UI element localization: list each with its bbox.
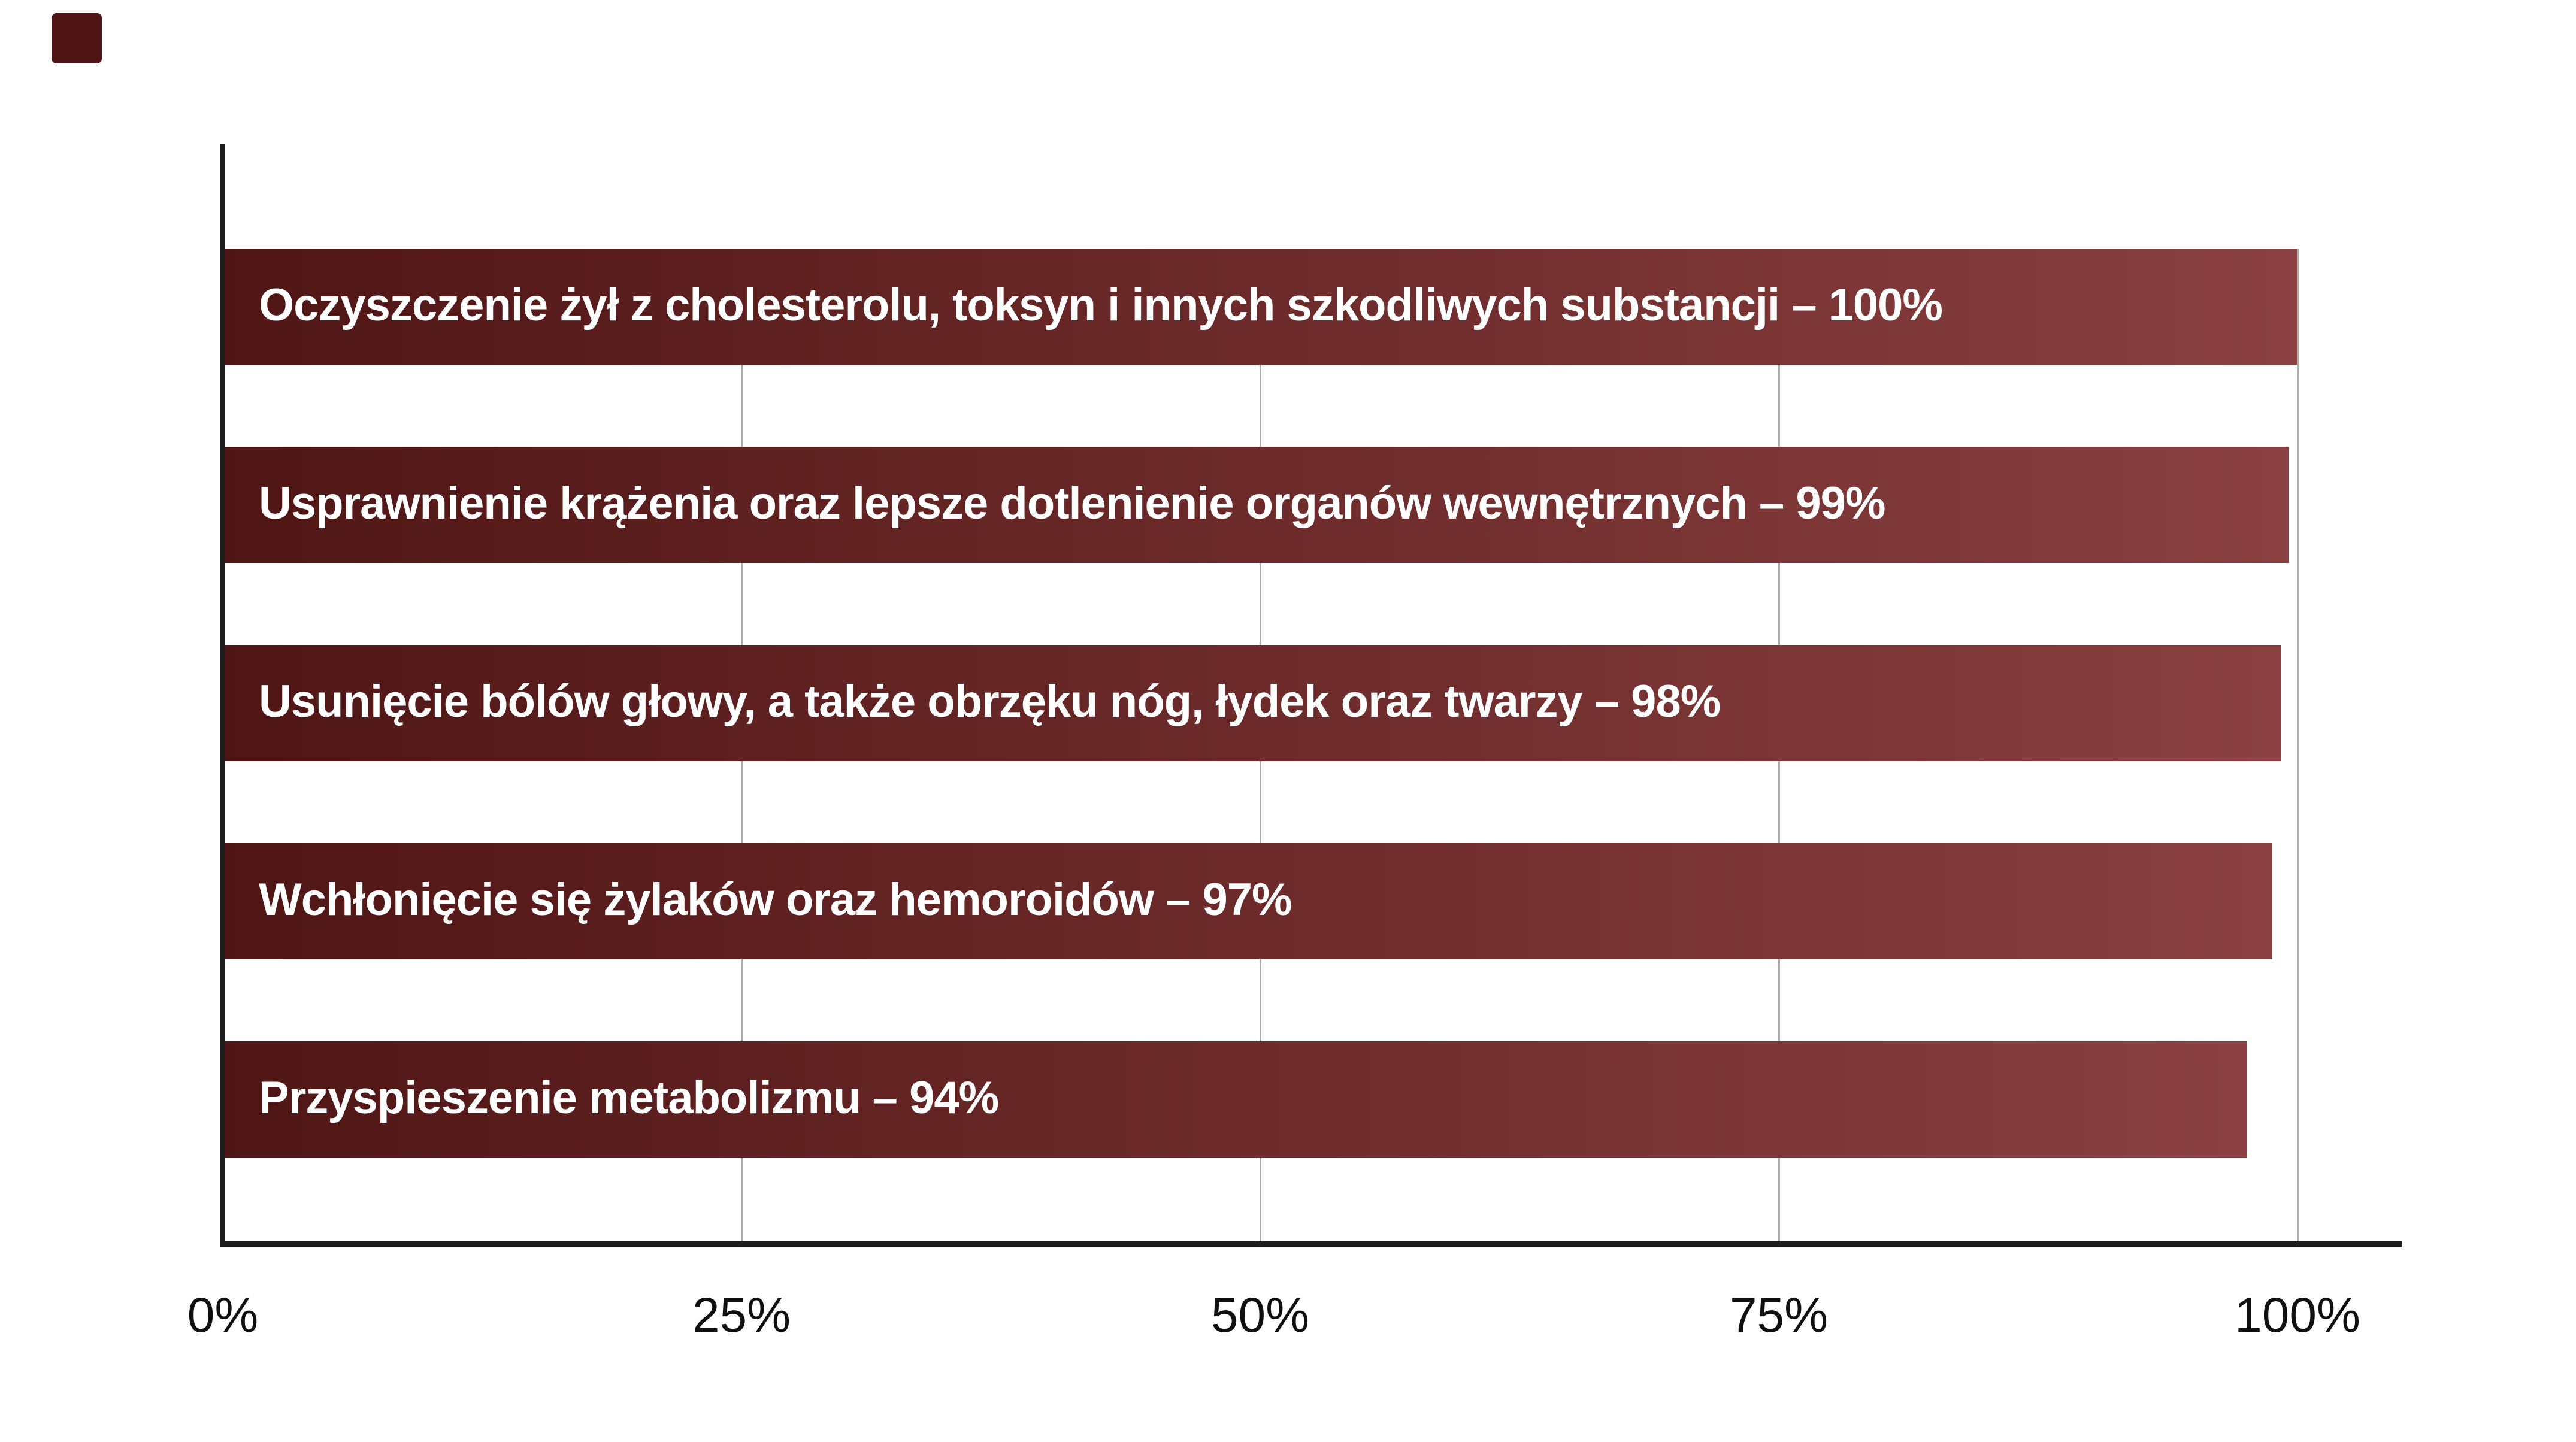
x-tick-label: 100% [2235, 1288, 2360, 1343]
bar: Oczyszczenie żył z cholesterolu, toksyn … [225, 249, 2297, 365]
bar-label: Przyspieszenie metabolizmu – 94% [259, 1072, 999, 1123]
x-tick-label: 0% [187, 1288, 259, 1343]
gridline-100 [2297, 249, 2299, 1241]
x-tick-label: 25% [692, 1288, 791, 1343]
x-tick-label: 50% [1210, 1288, 1310, 1343]
y-axis-line [220, 144, 225, 1247]
bar-label: Usunięcie bólów głowy, a także obrzęku n… [259, 675, 1721, 727]
bar: Usunięcie bólów głowy, a także obrzęku n… [225, 645, 2281, 761]
x-axis-line [220, 1241, 2402, 1247]
bar: Przyspieszenie metabolizmu – 94% [225, 1041, 2247, 1158]
bar-label: Usprawnienie krążenia oraz lepsze dotlen… [259, 477, 1886, 529]
bar-label: Oczyszczenie żył z cholesterolu, toksyn … [259, 279, 1943, 331]
bar-label: Wchłonięcie się żylaków oraz hemoroidów … [259, 874, 1292, 925]
bar: Wchłonięcie się żylaków oraz hemoroidów … [225, 843, 2272, 959]
x-tick-label: 75% [1729, 1288, 1829, 1343]
corner-brand-square [52, 13, 102, 63]
bar: Usprawnienie krążenia oraz lepsze dotlen… [225, 447, 2289, 563]
